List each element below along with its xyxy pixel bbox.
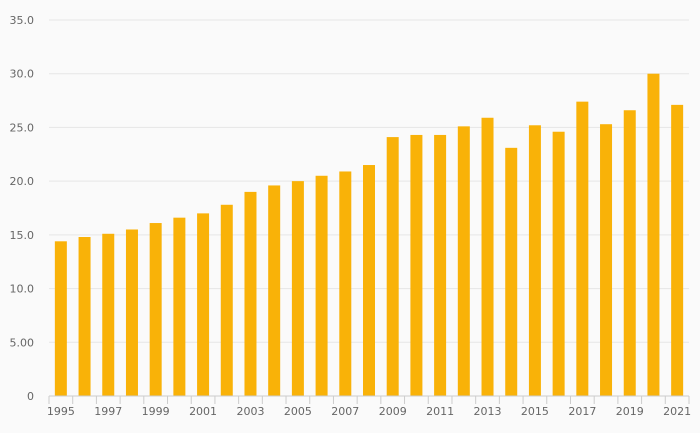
bar-2007 xyxy=(339,171,352,396)
y-tick-label: 20.0 xyxy=(10,175,35,188)
y-tick-label: 10.0 xyxy=(10,283,35,296)
bar-2019 xyxy=(623,110,636,397)
bar-2003 xyxy=(244,191,257,396)
bar-2021 xyxy=(671,104,684,397)
bar-2008 xyxy=(363,165,375,396)
x-tick-label: 1995 xyxy=(47,405,75,418)
bar-1999 xyxy=(149,223,162,396)
x-tick-label: 2021 xyxy=(663,405,691,418)
x-tick-label: 2017 xyxy=(568,405,596,418)
bar-1996 xyxy=(78,237,91,396)
bar-2013 xyxy=(481,117,494,396)
x-tick-label: 2005 xyxy=(284,405,312,418)
x-tick-label: 1999 xyxy=(142,405,170,418)
bar-2006 xyxy=(315,175,328,396)
x-tick-label: 2003 xyxy=(236,405,264,418)
bar-2002 xyxy=(220,204,233,396)
x-tick-label: 2011 xyxy=(426,405,454,418)
x-tick-label: 2001 xyxy=(189,405,217,418)
x-tick-label: 2009 xyxy=(379,405,407,418)
y-tick-label: 25.0 xyxy=(10,121,35,134)
bar-2009 xyxy=(386,137,399,396)
bar-2000 xyxy=(173,217,186,396)
bar-2014 xyxy=(505,147,518,396)
bar-2015 xyxy=(528,125,541,396)
y-tick-label: 15.0 xyxy=(10,229,35,242)
x-tick-label: 1997 xyxy=(94,405,122,418)
y-tick-label: 30.0 xyxy=(10,68,35,81)
bar-2011 xyxy=(434,134,447,396)
bar-2020 xyxy=(647,73,660,396)
bar-2004 xyxy=(268,185,281,396)
y-tick-label: 35.0 xyxy=(10,14,35,27)
bar-2005 xyxy=(291,181,304,396)
y-tick-label: 5.00 xyxy=(10,336,35,349)
bar-2018 xyxy=(600,124,613,396)
bar-2012 xyxy=(457,126,470,397)
y-tick-label: 0 xyxy=(27,390,34,403)
bar-2001 xyxy=(197,213,210,396)
x-tick-label: 2015 xyxy=(521,405,549,418)
x-tick-label: 2019 xyxy=(616,405,644,418)
bar-1995 xyxy=(54,241,67,396)
x-tick-label: 2007 xyxy=(331,405,359,418)
y-axis-labels: 0 5.00 10.0 15.0 20.0 25.0 30.0 35.0 xyxy=(10,14,35,403)
bar-2017 xyxy=(576,101,589,396)
bar-1998 xyxy=(125,229,138,396)
x-tick-label: 2013 xyxy=(474,405,502,418)
bar-2016 xyxy=(552,131,565,396)
bars xyxy=(54,73,684,397)
bar-1997 xyxy=(102,233,115,396)
bar-2010 xyxy=(410,134,423,396)
x-axis-ticks: 1995 1997 1999 2001 2003 2005 2007 2009 2011 2013… xyxy=(47,396,691,418)
